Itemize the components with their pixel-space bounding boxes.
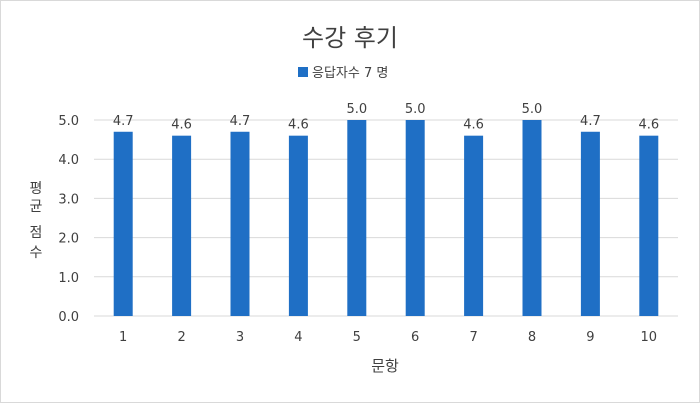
data-label: 4.7 <box>113 114 134 129</box>
x-tick-label: 6 <box>411 330 419 345</box>
data-label: 5.0 <box>522 102 543 117</box>
legend-swatch <box>298 67 308 77</box>
y-tick-label: 5.0 <box>58 114 79 129</box>
y-tick-label: 0.0 <box>58 310 79 325</box>
y-axis-title-char: 수 <box>30 245 43 261</box>
bar <box>230 131 250 316</box>
bar <box>113 131 133 316</box>
bar <box>347 120 367 316</box>
y-tick-label: 1.0 <box>58 271 79 286</box>
x-axis-ticks: 1 2 3 4 5 6 7 8 9 10 <box>119 330 657 345</box>
x-axis-title: 문항 <box>371 357 399 375</box>
y-axis-title-char: 평 <box>30 181 43 197</box>
x-tick-label: 10 <box>641 330 658 345</box>
legend: 응답자수 7 명 <box>298 66 388 81</box>
data-label: 4.7 <box>580 114 601 129</box>
y-tick-label: 4.0 <box>58 153 79 168</box>
y-axis-title: 평 균 점 수 <box>30 181 43 261</box>
x-tick-label: 8 <box>528 330 536 345</box>
data-label: 4.6 <box>638 118 659 133</box>
x-tick-label: 5 <box>353 330 361 345</box>
x-tick-label: 9 <box>586 330 594 345</box>
bar <box>580 131 600 316</box>
bar <box>464 135 484 316</box>
x-tick-label: 3 <box>236 330 244 345</box>
bar-labels: 4.7 4.6 4.7 4.6 5.0 5.0 4.6 5.0 4.7 4.6 <box>113 102 659 133</box>
y-axis-title-char: 점 <box>30 225 43 241</box>
data-label: 4.6 <box>463 118 484 133</box>
bar <box>288 135 308 316</box>
legend-label: 응답자수 7 명 <box>312 66 388 81</box>
chart-title: 수강 후기 <box>302 24 398 52</box>
data-label: 4.6 <box>288 118 309 133</box>
bars <box>113 120 659 316</box>
data-label: 5.0 <box>405 102 426 117</box>
x-tick-label: 7 <box>469 330 477 345</box>
bar <box>172 135 192 316</box>
data-label: 4.7 <box>230 114 251 129</box>
bar <box>522 120 542 316</box>
y-axis-ticks: 0.0 1.0 2.0 3.0 4.0 5.0 <box>58 114 79 325</box>
y-tick-label: 3.0 <box>58 192 79 207</box>
x-tick-label: 1 <box>119 330 127 345</box>
x-tick-label: 4 <box>294 330 302 345</box>
bar <box>639 135 659 316</box>
bar <box>405 120 425 316</box>
y-tick-label: 2.0 <box>58 232 79 247</box>
data-label: 5.0 <box>346 102 367 117</box>
y-axis-title-char: 균 <box>30 199 43 215</box>
gridlines <box>94 119 678 317</box>
data-label: 4.6 <box>171 118 192 133</box>
x-tick-label: 2 <box>177 330 185 345</box>
